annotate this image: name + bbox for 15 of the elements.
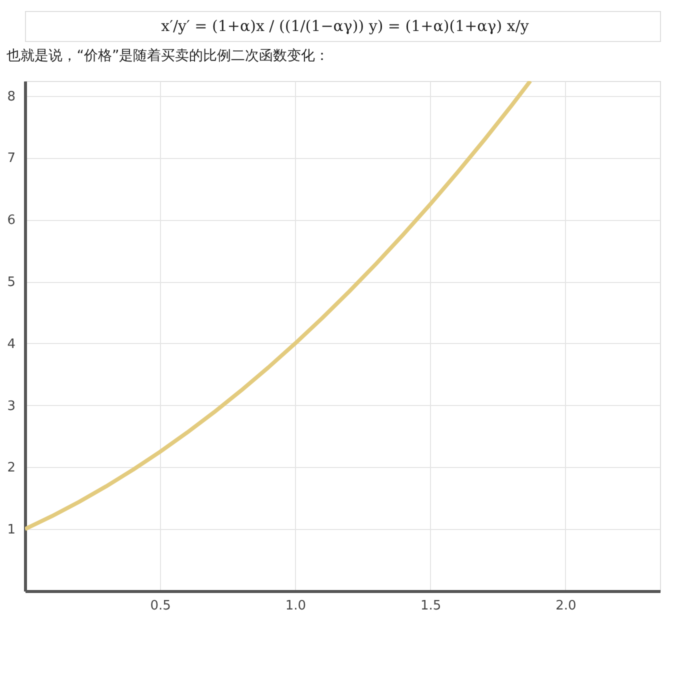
- y-tick-label: 1: [7, 522, 16, 538]
- x-tick-label: 1.5: [420, 598, 442, 614]
- y-tick-label: 8: [7, 89, 16, 104]
- x-tick-label: 2.0: [556, 598, 576, 614]
- y-tick-label: 7: [7, 151, 16, 166]
- y-tick-label: 6: [7, 213, 16, 228]
- x-tick-label: 0.5: [150, 598, 171, 614]
- y-tick-label: 4: [7, 336, 16, 352]
- y-tick-label: 5: [7, 275, 16, 290]
- chart-title: 也就是说，“价格”是随着买卖的比例二次函数变化：: [6, 48, 330, 64]
- y-tick-label: 3: [7, 398, 16, 414]
- line-series: [25, 81, 532, 532]
- y-tick-label: 2: [7, 460, 16, 476]
- x-tick-label: 1.0: [285, 598, 306, 614]
- text: x′/y′ = (1+α)x / ((1/(1−αγ)) y) = (1+α)(1+αγ) x/y: [161, 17, 530, 35]
